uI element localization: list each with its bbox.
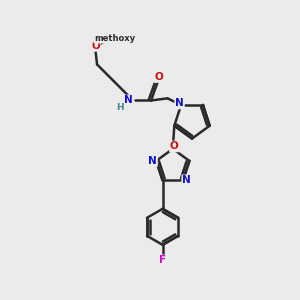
Text: N: N xyxy=(124,95,133,106)
Text: F: F xyxy=(159,255,166,266)
Text: O: O xyxy=(154,72,163,82)
Text: N: N xyxy=(175,98,184,109)
Text: N: N xyxy=(182,175,191,185)
Text: methoxy: methoxy xyxy=(94,34,136,43)
Text: O: O xyxy=(91,41,100,51)
Text: O: O xyxy=(170,141,179,152)
Text: N: N xyxy=(148,156,157,166)
Text: H: H xyxy=(116,103,124,112)
